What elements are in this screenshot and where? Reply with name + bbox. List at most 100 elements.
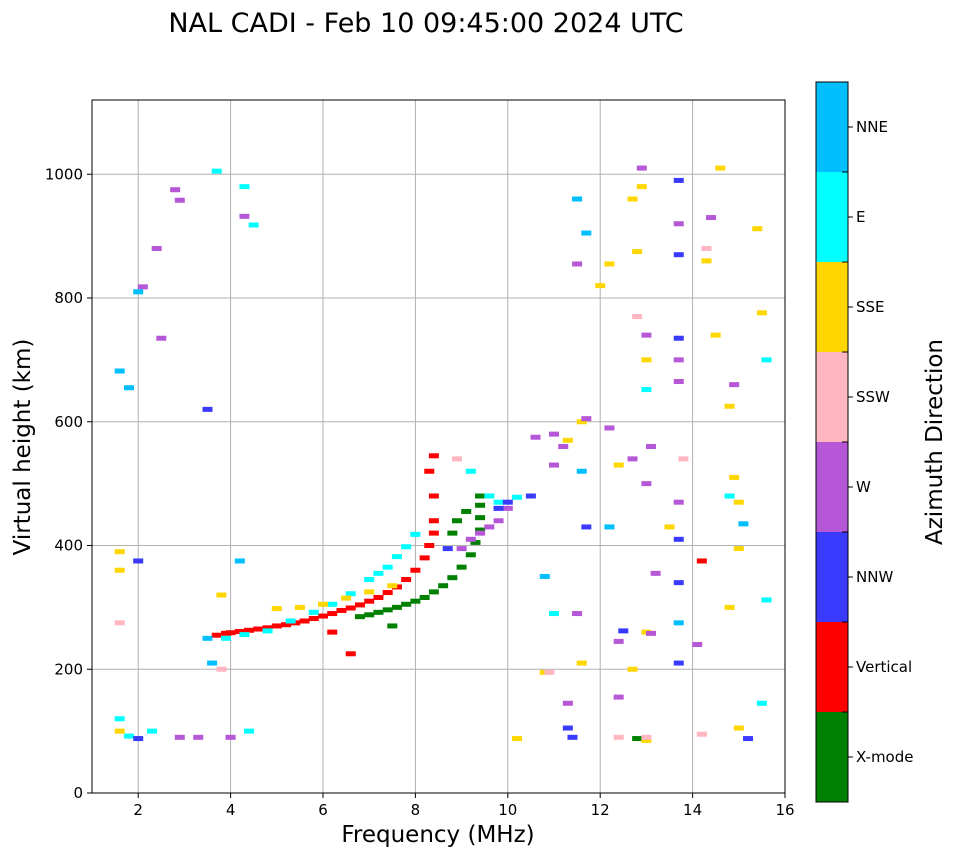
data-point-ssw (696, 731, 707, 737)
data-point-nnw (562, 725, 573, 731)
data-point-vertical (345, 605, 356, 611)
data-point-x-mode (470, 539, 481, 545)
data-point-x-mode (465, 552, 476, 558)
data-point-sse (627, 196, 638, 202)
data-point-sse (636, 184, 647, 190)
data-point-w (193, 734, 204, 740)
data-point-w (729, 382, 740, 388)
data-point-e (761, 597, 772, 603)
data-point-vertical (401, 577, 412, 583)
data-point-nnw (502, 499, 513, 505)
data-point-sse (387, 583, 398, 589)
data-point-w (692, 642, 703, 647)
data-point-sse (733, 725, 744, 731)
data-point-ssw (451, 456, 462, 462)
x-axis-label: Frequency (MHz) (341, 822, 534, 848)
data-point-ssw (216, 666, 227, 672)
x-axis-ticks: 2 4 6 8 10 12 14 16 (133, 793, 795, 819)
x-tick-label: 10 (498, 801, 517, 819)
x-tick-label: 6 (318, 801, 328, 819)
data-point-nne (604, 524, 615, 530)
data-point-vertical (696, 558, 707, 564)
data-point-x-mode (354, 614, 365, 620)
data-point-vertical (281, 622, 292, 628)
colorbar: X-mode Vertical NNW W SSW SSE E NNE (815, 81, 913, 803)
y-tick-label: 600 (54, 413, 83, 431)
data-point-x-mode (475, 515, 486, 521)
data-point-x-mode (438, 583, 449, 589)
data-point-e (211, 168, 222, 174)
data-point-vertical (234, 629, 245, 635)
data-point-w (137, 284, 148, 290)
data-point-sse (641, 357, 652, 363)
data-point-e (382, 564, 393, 570)
grid-lines (92, 100, 786, 794)
data-point-nnw (618, 628, 629, 634)
data-point-sse (341, 595, 352, 601)
data-point-e (114, 716, 125, 722)
colorbar-tick-label: NNE (856, 118, 888, 136)
data-point-nnw (673, 252, 684, 258)
data-point-nnw (743, 736, 754, 742)
colorbar-frame (815, 81, 849, 803)
data-point-vertical (419, 555, 430, 561)
data-point-sse (294, 604, 305, 610)
data-point-vertical (373, 594, 384, 600)
colorbar-tick-label: NNW (856, 568, 893, 586)
colorbar-segment-x-mode (816, 712, 848, 802)
data-point-w (225, 734, 236, 740)
colorbar-tick-label: E (856, 208, 865, 226)
data-point-w (706, 215, 717, 221)
data-point-nnw (133, 736, 144, 742)
data-point-sse (632, 249, 643, 255)
data-point-e (484, 493, 495, 499)
x-tick-label: 12 (591, 801, 610, 819)
data-point-sse (604, 261, 615, 267)
data-point-vertical (428, 518, 439, 524)
data-point-ssw (544, 669, 555, 675)
data-point-x-mode (373, 609, 384, 615)
colorbar-segment-w (816, 442, 848, 532)
data-point-w (493, 518, 504, 524)
chart-title: NAL CADI - Feb 10 09:45:00 2024 UTC (168, 8, 683, 39)
data-point-w (613, 694, 624, 700)
data-point-nnw (673, 660, 684, 666)
data-point-vertical (244, 627, 255, 633)
data-point-vertical (308, 616, 319, 622)
data-point-vertical (327, 629, 338, 635)
data-point-nnw (493, 505, 504, 511)
data-point-vertical (253, 626, 264, 632)
data-point-e (641, 387, 652, 393)
data-point-e (364, 577, 375, 583)
y-tick-label: 0 (73, 784, 83, 802)
x-tick-label: 2 (133, 801, 143, 819)
data-point-w (641, 481, 652, 487)
data-point-w (646, 444, 657, 449)
y-tick-label: 800 (54, 289, 83, 307)
data-point-w (673, 379, 684, 385)
data-point-nnw (442, 546, 453, 552)
data-point-w (572, 261, 583, 267)
data-point-w (673, 221, 684, 227)
data-point-vertical (271, 623, 282, 629)
data-point-w (174, 197, 185, 203)
data-point-vertical (211, 632, 222, 638)
colorbar-segment-vertical (816, 622, 848, 712)
data-point-x-mode (428, 589, 439, 595)
data-point-w (562, 700, 573, 706)
colorbar-segment-nnw (816, 532, 848, 622)
data-point-sse (627, 666, 638, 672)
y-tick-label: 400 (54, 537, 83, 555)
data-point-w (636, 165, 647, 171)
data-point-e (724, 493, 735, 499)
data-point-vertical (428, 453, 439, 459)
data-point-w (484, 524, 495, 530)
data-point-nnw (581, 524, 592, 530)
data-point-w (673, 499, 684, 505)
data-point-x-mode (419, 594, 430, 600)
data-point-sse (576, 660, 587, 666)
data-point-e (239, 184, 250, 190)
x-tick-label: 8 (411, 801, 421, 819)
data-point-x-mode (475, 502, 486, 508)
data-point-w (641, 332, 652, 338)
